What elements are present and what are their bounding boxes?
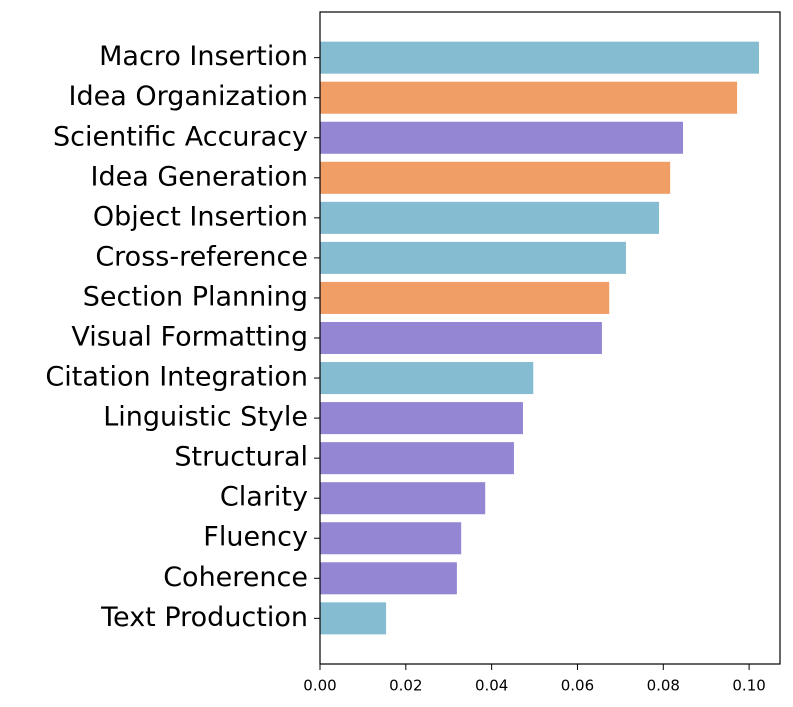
category-label: Macro Insertion <box>99 41 308 72</box>
category-label: Cross-reference <box>95 241 308 272</box>
bar <box>320 522 462 555</box>
bar <box>320 41 759 74</box>
category-label: Fluency <box>203 522 308 553</box>
x-tick-label: 0.06 <box>561 677 594 695</box>
category-label: Linguistic Style <box>103 402 308 433</box>
category-label: Idea Generation <box>91 161 308 192</box>
x-tick-label: 0.08 <box>647 677 680 695</box>
bar <box>320 482 486 515</box>
category-label: Scientific Accuracy <box>53 121 308 152</box>
bar <box>320 81 738 114</box>
bar <box>320 321 602 355</box>
bar <box>320 442 514 475</box>
bar <box>320 201 659 234</box>
category-label: Citation Integration <box>45 362 308 393</box>
category-label: Text Production <box>100 602 308 633</box>
bar <box>320 281 610 314</box>
plot-frame <box>319 11 781 665</box>
x-tick-label: 0.02 <box>389 677 422 695</box>
bar <box>320 121 684 154</box>
bar <box>320 362 534 395</box>
bar <box>320 241 626 274</box>
category-label: Visual Formatting <box>71 322 308 353</box>
category-label: Clarity <box>220 482 308 513</box>
bar <box>320 602 387 635</box>
bar <box>320 562 457 595</box>
category-label: Structural <box>174 442 308 473</box>
category-label: Section Planning <box>83 281 308 312</box>
category-label: Object Insertion <box>93 201 308 232</box>
x-tick-label: 0.10 <box>732 677 765 695</box>
bar <box>320 161 671 194</box>
x-tick-label: 0.04 <box>475 677 508 695</box>
x-tick-label: 0.00 <box>303 677 336 695</box>
category-label: Idea Organization <box>69 81 308 112</box>
category-label: Coherence <box>163 562 308 593</box>
bar <box>320 402 523 435</box>
